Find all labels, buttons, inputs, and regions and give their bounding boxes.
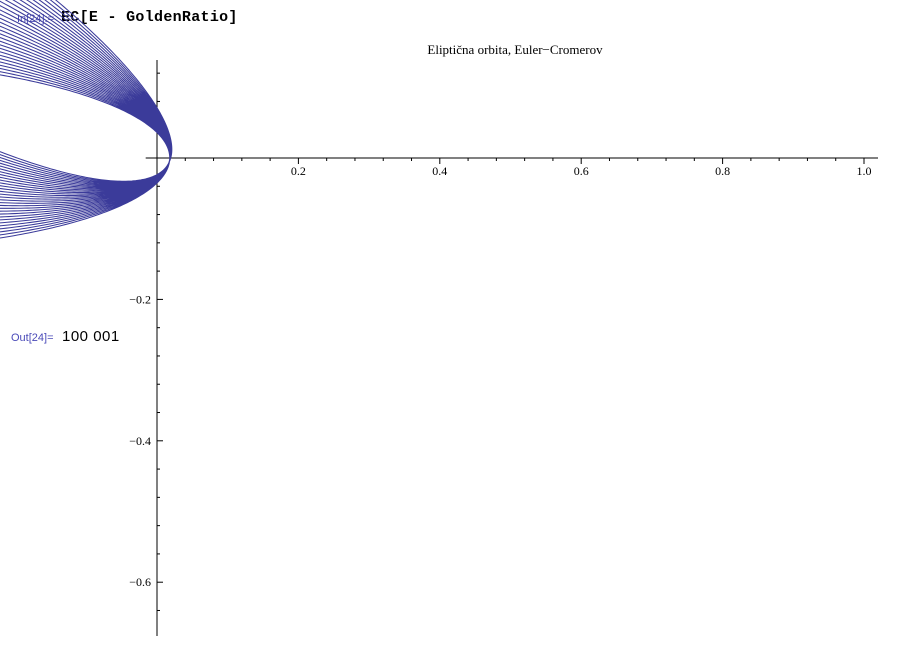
y-tick-label: −0.6: [129, 575, 151, 589]
output-label: Out[24]=: [11, 332, 54, 344]
x-tick-label: 1.0: [857, 164, 872, 178]
orbit-series: [0, 0, 173, 239]
x-tick-label: 0.2: [291, 164, 306, 178]
output-value: 100 001: [62, 328, 120, 345]
y-tick-label: −0.2: [129, 292, 151, 306]
orbit-line: [0, 0, 173, 239]
input-code[interactable]: EC[E - GoldenRatio]: [61, 9, 238, 26]
x-tick-label: 0.6: [574, 164, 589, 178]
y-tick-label: −0.4: [129, 434, 151, 448]
chart-title: Eliptična orbita, Euler−Cromerov: [427, 42, 603, 57]
x-tick-label: 0.4: [432, 164, 447, 178]
axes: 0.2 0.4 0.6 0.8 1.0 −0.2 −0.4 −0.6: [129, 60, 878, 636]
x-tick-label: 0.8: [715, 164, 730, 178]
